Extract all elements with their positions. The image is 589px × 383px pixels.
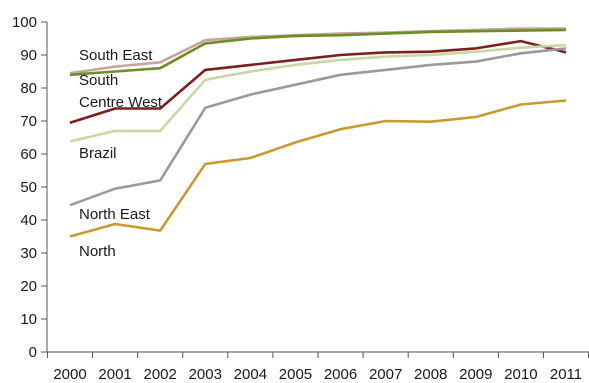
series-label-south: South: [79, 72, 118, 89]
x-tick-label: 2011: [550, 366, 582, 383]
y-tick-label: 60: [20, 146, 37, 163]
x-tick-label: 2009: [459, 366, 492, 383]
series-line-south: [69, 28, 567, 77]
x-tick-label: 2007: [369, 366, 402, 383]
y-tick-label: 10: [20, 311, 37, 328]
series-labels: South East South Centre West Brazil North Ea…: [79, 47, 163, 260]
series-line-north: [69, 99, 567, 238]
series-label-south-east: South East: [79, 47, 153, 64]
series-label-north: North: [79, 243, 116, 260]
x-tick-label: 2003: [189, 366, 222, 383]
y-tick-label: 0: [29, 344, 37, 361]
y-tick-label: 100: [12, 14, 37, 31]
series-lines: [69, 27, 567, 238]
x-tick-label: 2006: [324, 366, 357, 383]
y-tick-label: 90: [20, 47, 37, 64]
y-tick-label: 30: [20, 245, 37, 262]
x-tick-label: 2002: [143, 366, 176, 383]
y-tick-label: 20: [20, 278, 37, 295]
x-tick-label: 2004: [234, 366, 267, 383]
axes: 0 10 20 30 40 50 60 70 80 90 100 2000 2001 2002 2003 20…: [12, 14, 589, 383]
x-tick-label: 2000: [53, 366, 86, 383]
series-label-brazil: Brazil: [79, 145, 117, 162]
x-tick-label: 2001: [98, 366, 131, 383]
x-tick-label: 2005: [279, 366, 312, 383]
series-line-north-east: [69, 47, 567, 207]
series-line-brazil: [69, 43, 567, 143]
y-tick-label: 80: [20, 80, 37, 97]
y-tick-label: 70: [20, 113, 37, 130]
y-tick-label: 50: [20, 179, 37, 196]
series-label-north-east: North East: [79, 206, 151, 223]
x-tick-label: 2010: [504, 366, 537, 383]
series-line-centre-west: [69, 39, 567, 124]
y-tick-label: 40: [20, 212, 37, 229]
x-tick-label: 2008: [414, 366, 447, 383]
series-label-centre-west: Centre West: [79, 94, 163, 111]
